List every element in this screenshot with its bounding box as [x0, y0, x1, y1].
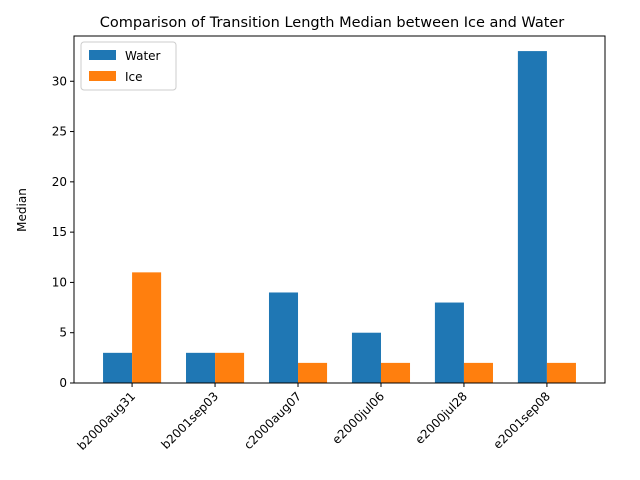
bar-water-b2001sep03: [186, 352, 216, 383]
bar-ice-b2000aug31: [132, 272, 162, 383]
x-tick-label: e2000jul28: [412, 389, 470, 447]
bar-water-b2000aug31: [103, 352, 133, 383]
bar-water-e2000jul28: [434, 302, 464, 383]
bar-ice-e2001sep08: [546, 362, 576, 383]
y-tick-label: 30: [52, 74, 67, 88]
bar-ice-e2000jul28: [463, 362, 493, 383]
y-tick-label: 15: [52, 225, 67, 239]
x-tick-label: b2001sep03: [158, 389, 221, 452]
x-tick-label: e2001sep08: [490, 389, 553, 452]
legend-swatch-water: [89, 50, 116, 60]
bar-water-c2000aug07: [268, 292, 299, 383]
axes-frame: [73, 35, 606, 384]
x-tick-label: e2000jul06: [329, 389, 387, 447]
bar-ice-c2000aug07: [298, 362, 328, 383]
x-tick-label: c2000aug07: [241, 389, 304, 452]
bar-ice-e2000jul06: [380, 362, 411, 383]
x-tick-label: b2000aug31: [75, 389, 139, 453]
legend-swatch-ice: [89, 71, 116, 81]
y-tick-label: 20: [52, 175, 67, 189]
legend-label-water: Water: [125, 49, 161, 63]
y-axis-label: Median: [15, 188, 29, 232]
bar-water-e2000jul06: [351, 332, 381, 383]
y-tick-label: 25: [52, 125, 67, 139]
plot-area: 0 5 10 15 20 25 30 b2000aug31 b2001sep03 c2000aug…: [52, 35, 606, 453]
legend: Water Ice: [80, 41, 177, 91]
bar-ice-b2001sep03: [215, 352, 245, 383]
chart-title: Comparison of Transition Length Median b…: [100, 15, 565, 31]
legend-label-ice: Ice: [125, 70, 143, 84]
y-tick-label: 5: [59, 326, 67, 340]
y-tick-label: 0: [59, 376, 67, 390]
bar-water-e2001sep08: [517, 51, 547, 384]
y-tick-label: 10: [52, 275, 67, 289]
